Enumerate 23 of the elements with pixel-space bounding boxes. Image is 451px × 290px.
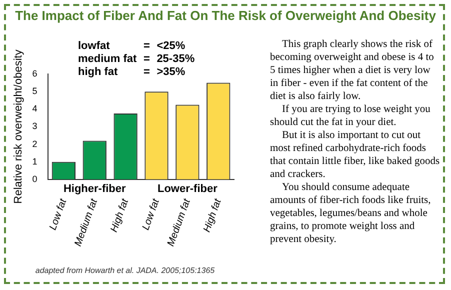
text: medium fat = 25-35% bbox=[78, 53, 195, 66]
text: high fat = >35% bbox=[78, 66, 186, 78]
y-axis-title: Relative risk overweight/obesity bbox=[12, 49, 25, 204]
x-tick-label: High fat bbox=[108, 196, 132, 234]
y-tick-label: 3 bbox=[32, 121, 38, 132]
y-tick-label: 5 bbox=[32, 86, 38, 96]
y-tick-label: 1 bbox=[32, 156, 38, 166]
text: Lower-fiber bbox=[157, 182, 218, 195]
text: But it is also important to cut out most refined carbohydrate-rich foods that contain little fiber, like baked goods and crackers. bbox=[270, 129, 440, 181]
y-tick-label: 0 bbox=[32, 174, 38, 184]
text: adapted from Howarth et al. JADA. 2005;105:1365 bbox=[34, 266, 216, 275]
x-tick-label: Low fat bbox=[48, 196, 70, 232]
text: If you are trying to lose weight you should cut the fat in your diet. bbox=[270, 103, 432, 129]
chart-title: The Impact of Fiber And Fat On The Risk of Overweight And Obesity bbox=[14, 8, 437, 23]
x-tick-label: Low fat bbox=[140, 196, 162, 232]
text: You should consume adequate amounts of fiber-rich foods like fruits, vegetables, legumes/beans and whole grains, to promote weight loss and prevent obesity. bbox=[270, 181, 432, 246]
text: Higher-fiber bbox=[63, 182, 127, 195]
y-tick-label: 2 bbox=[32, 138, 38, 149]
y-tick-label: 4 bbox=[32, 104, 38, 114]
text: This graph clearly shows the risk of becoming overweight and obese is 4 to 5 times higher when a diet is very low in fiber - even if the fat content of the diet is also fairly low. bbox=[270, 38, 435, 103]
text: lowfat = <25% bbox=[78, 40, 186, 52]
x-tick-label: High fat bbox=[202, 196, 224, 234]
y-tick-label: 6 bbox=[32, 68, 38, 78]
